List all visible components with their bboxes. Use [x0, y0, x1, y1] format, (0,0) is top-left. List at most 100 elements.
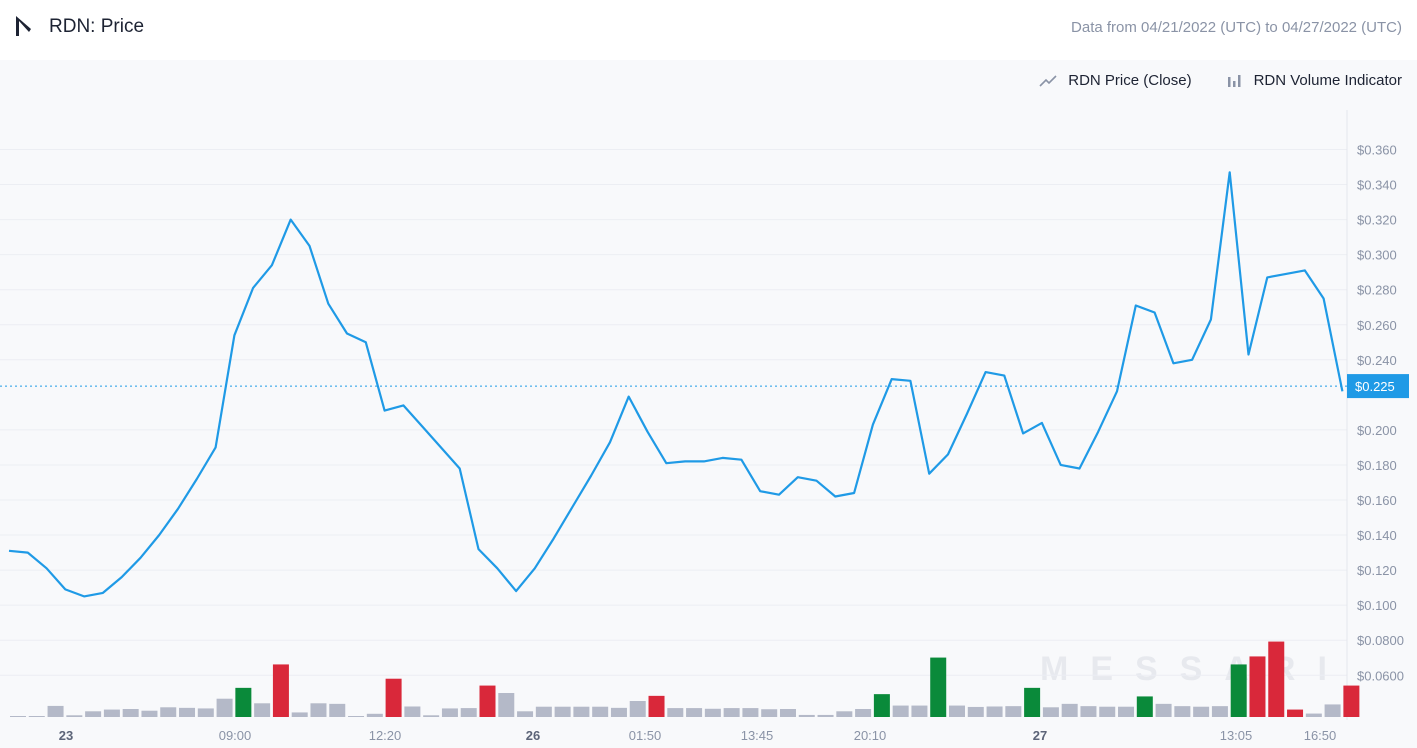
volume-bar	[423, 715, 440, 717]
y-tick-label: $0.180	[1357, 458, 1397, 473]
volume-bar	[1193, 706, 1210, 717]
x-tick-label: 13:45	[741, 728, 774, 743]
volume-bar	[949, 705, 965, 717]
volume-bar	[817, 714, 834, 717]
chart-legend: RDN Price (Close) RDN Volume Indicator	[1038, 72, 1402, 89]
x-tick-label: 27	[1033, 728, 1047, 743]
volume-bar	[873, 694, 890, 717]
volume-bar	[498, 693, 515, 717]
volume-bar	[1005, 706, 1022, 717]
x-tick-label: 01:50	[629, 728, 662, 743]
volume-bar	[892, 705, 909, 717]
x-tick-label: 26	[526, 728, 540, 743]
volume-bar	[122, 709, 139, 717]
y-tick-label: $0.340	[1357, 178, 1397, 193]
legend-item-price[interactable]: RDN Price (Close)	[1038, 72, 1192, 89]
price-line	[8, 171, 1344, 598]
volume-bar	[85, 711, 102, 717]
volume-bar	[28, 716, 45, 717]
x-tick-label: 09:00	[219, 728, 252, 743]
volume-bar	[10, 716, 26, 717]
volume-bar	[460, 708, 477, 717]
volume-bar	[66, 715, 83, 717]
volume-bar	[723, 708, 740, 717]
volume-bar	[1211, 706, 1228, 717]
bar-chart-icon	[1227, 74, 1241, 87]
volume-bar	[592, 706, 609, 717]
volume-bar	[235, 687, 252, 717]
volume-bar	[855, 709, 872, 717]
volume-bar	[47, 705, 64, 717]
legend-item-volume[interactable]: RDN Volume Indicator	[1224, 72, 1402, 89]
volume-bar	[272, 664, 289, 717]
volume-bar	[1249, 656, 1266, 717]
volume-bar	[197, 708, 214, 717]
y-tick-label: $0.320	[1357, 213, 1397, 228]
volume-bar	[1042, 707, 1059, 717]
volume-bar	[404, 706, 421, 717]
volume-bar	[1024, 687, 1041, 717]
volume-bar	[930, 657, 947, 717]
volume-bar	[686, 708, 703, 717]
volume-bar	[348, 716, 365, 717]
legend-label-volume: RDN Volume Indicator	[1253, 72, 1402, 89]
y-tick-label: $0.100	[1357, 598, 1397, 613]
y-tick-label: $0.260	[1357, 318, 1397, 333]
y-tick-label: $0.360	[1357, 143, 1397, 158]
volume-bar	[1155, 703, 1172, 717]
volume-bar	[517, 711, 534, 717]
volume-bar	[1061, 703, 1078, 717]
volume-bar	[141, 710, 158, 717]
y-tick-label: $0.240	[1357, 353, 1397, 368]
volume-bar	[1136, 696, 1153, 717]
volume-bar	[610, 707, 627, 717]
volume-bar	[1305, 713, 1322, 717]
volume-bar	[535, 706, 552, 717]
volume-bar	[761, 709, 778, 717]
x-tick-label: 16:50	[1304, 728, 1337, 743]
chart-header: RDN: Price Data from 04/21/2022 (UTC) to…	[0, 0, 1417, 60]
x-tick-label: 23	[59, 728, 73, 743]
y-tick-label: $0.160	[1357, 493, 1397, 508]
volume-bar	[216, 698, 233, 717]
volume-bar	[1174, 706, 1191, 717]
volume-bar	[836, 711, 853, 717]
y-tick-label: $0.0800	[1357, 633, 1404, 648]
y-tick-label: $0.140	[1357, 528, 1397, 543]
volume-bar	[366, 713, 383, 717]
volume-bar	[1118, 706, 1135, 717]
volume-bar	[1268, 641, 1285, 717]
y-tick-label: $0.120	[1357, 563, 1397, 578]
volume-bar	[254, 703, 271, 717]
volume-bar	[986, 706, 1003, 717]
x-tick-label: 12:20	[369, 728, 402, 743]
volume-bar	[967, 706, 984, 717]
x-tick-label: 13:05	[1220, 728, 1253, 743]
y-tick-label: $0.280	[1357, 283, 1397, 298]
volume-bar	[648, 695, 665, 717]
volume-bar	[911, 705, 928, 717]
volume-bar	[310, 703, 327, 717]
volume-bar	[1099, 706, 1116, 717]
messari-logo-icon	[16, 16, 31, 36]
volume-bar	[798, 714, 815, 717]
volume-bar	[1343, 685, 1360, 717]
volume-bar	[742, 708, 759, 717]
volume-bar	[1080, 706, 1097, 717]
volume-bar	[479, 685, 496, 717]
current-price-label: $0.225	[1355, 379, 1395, 394]
y-tick-label: $0.300	[1357, 248, 1397, 263]
date-range-label: Data from 04/21/2022 (UTC) to 04/27/2022…	[1071, 19, 1402, 36]
volume-bar	[1230, 664, 1247, 717]
current-price-badge	[1347, 374, 1409, 399]
volume-bar	[385, 678, 402, 717]
volume-bar	[441, 708, 458, 717]
line-chart-icon	[1039, 74, 1057, 87]
legend-label-price: RDN Price (Close)	[1068, 72, 1192, 89]
volume-bar	[160, 707, 177, 717]
volume-bar	[1287, 709, 1304, 717]
x-tick-label: 20:10	[854, 728, 887, 743]
y-tick-label: $0.0600	[1357, 668, 1404, 683]
volume-bar	[329, 703, 346, 717]
